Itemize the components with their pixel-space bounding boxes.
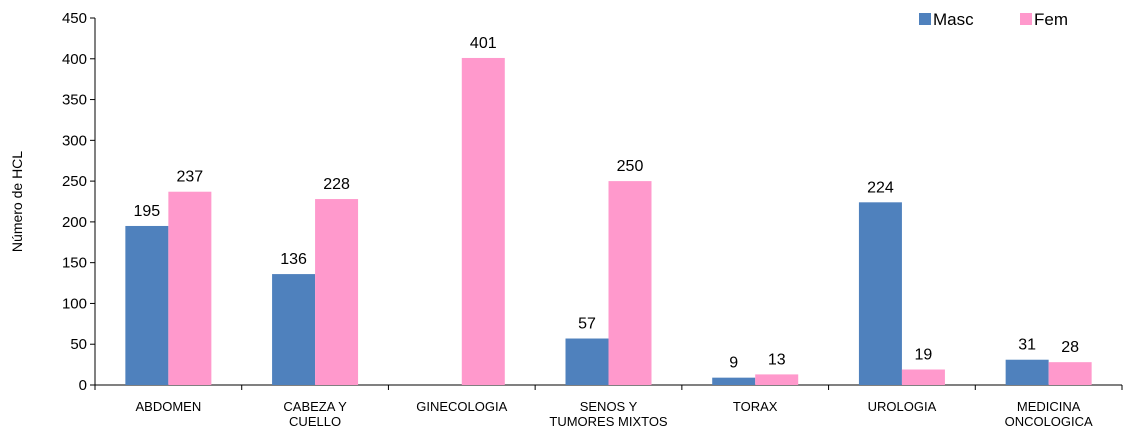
bar-fem: [315, 199, 359, 385]
data-label: 28: [1061, 339, 1079, 356]
x-tick-label: MEDICINA ONCOLOGICA: [1005, 399, 1093, 429]
bar-masc: [272, 274, 316, 385]
x-tick-label-line: MEDICINA: [1017, 399, 1081, 414]
bar-masc: [1005, 359, 1049, 385]
data-label: 57: [578, 316, 596, 333]
y-tick-label: 200: [62, 214, 87, 231]
legend: Masc Fem: [919, 10, 1068, 29]
bar-fem: [168, 191, 212, 385]
legend-label-fem: Fem: [1034, 10, 1068, 29]
x-tick-label-line: UROLOGIA: [868, 399, 937, 414]
x-tick-label-line: GINECOLOGIA: [416, 399, 507, 414]
y-tick-label: 400: [62, 51, 87, 68]
x-tick-label-line: TUMORES MIXTOS: [549, 414, 668, 429]
data-label: 31: [1018, 337, 1036, 354]
bar-masc: [125, 225, 169, 385]
y-tick-label: 250: [62, 173, 87, 190]
x-tick-label-line: ONCOLOGICA: [1005, 414, 1093, 429]
bar-masc: [858, 202, 902, 385]
data-label: 228: [323, 176, 350, 193]
x-tick-label: CABEZA Y CUELLO: [283, 399, 347, 429]
y-tick-label: 100: [62, 295, 87, 312]
data-label: 136: [280, 251, 307, 268]
y-axis-title: Número de HCL: [9, 151, 25, 252]
data-label: 401: [470, 35, 497, 52]
x-tick-label-line: TORAX: [733, 399, 778, 414]
y-tick-label: 50: [70, 336, 87, 353]
legend-swatch-masc: [919, 13, 931, 25]
bar-fem: [461, 57, 505, 386]
data-label: 19: [915, 347, 933, 364]
x-tick-label-line: CUELLO: [289, 414, 341, 429]
axes: 0 50 100 150 200 250 300 350 400 450 ABDOMEN CABEZA…: [62, 10, 1123, 429]
x-tick-label: ABDOMEN: [135, 399, 201, 414]
x-tick-label-line: SENOS Y: [580, 399, 638, 414]
x-tick-label: TORAX: [733, 399, 778, 414]
y-tick-label: 150: [62, 255, 87, 272]
x-tick-label: GINECOLOGIA: [416, 399, 507, 414]
x-tick-label: UROLOGIA: [868, 399, 937, 414]
legend-label-masc: Masc: [933, 10, 974, 29]
bar-fem: [901, 369, 945, 385]
bar-fem: [608, 181, 652, 385]
y-tick-label: 450: [62, 10, 87, 27]
data-label: 9: [729, 355, 738, 372]
bar-masc: [712, 377, 756, 385]
data-label: 250: [617, 158, 644, 175]
data-label: 195: [134, 203, 161, 220]
x-tick-label: SENOS Y TUMORES MIXTOS: [549, 399, 668, 429]
data-label: 224: [867, 179, 894, 196]
legend-swatch-fem: [1020, 13, 1032, 25]
bars: [125, 57, 1092, 386]
y-tick-label: 0: [79, 377, 87, 394]
y-tick-label: 350: [62, 92, 87, 109]
x-tick-label-line: CABEZA Y: [283, 399, 347, 414]
data-labels: 195 136 57 9 224 31 237 228 401 250 13 19 28: [134, 35, 1080, 372]
x-tick-label-line: ABDOMEN: [135, 399, 201, 414]
bar-fem: [755, 374, 799, 385]
data-label: 237: [177, 169, 204, 186]
y-tick-label: 300: [62, 132, 87, 149]
bar-masc: [565, 338, 609, 385]
data-label: 13: [768, 351, 786, 368]
y-axis-title-group: Número de HCL: [9, 151, 25, 252]
bar-fem: [1048, 362, 1092, 385]
